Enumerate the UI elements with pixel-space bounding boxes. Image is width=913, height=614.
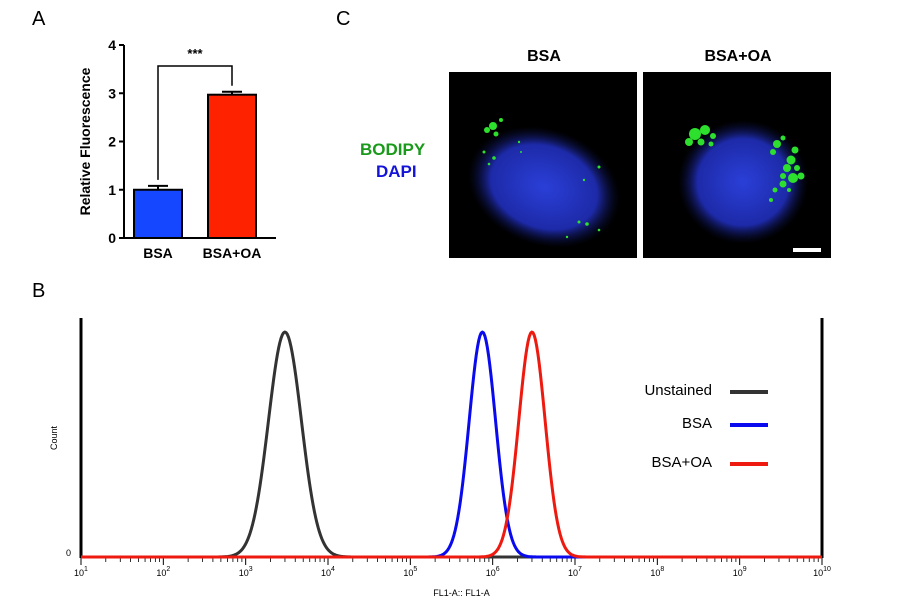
lipid-droplets xyxy=(685,125,805,202)
x-tick-label: 1010 xyxy=(813,566,831,578)
x-tick-label: BSA xyxy=(143,245,173,261)
x-tick-label: 103 xyxy=(239,566,253,578)
x-tick-label: 104 xyxy=(321,566,335,578)
stain-label-bodipy: BODIPY xyxy=(360,140,426,159)
x-tick-label: 105 xyxy=(403,566,417,578)
y-tick-label: 2 xyxy=(108,134,116,150)
micrograph-bsa-oa xyxy=(643,72,831,258)
y-axis-label: Relative Fluorescence xyxy=(77,67,93,215)
panel-label-c: C xyxy=(336,8,351,30)
legend-label-0: Unstained xyxy=(644,382,712,399)
x-tick-label: 102 xyxy=(156,566,170,578)
bar-chart: 0 1 2 3 4 Relative Fluorescence BSA BSA+OA *** xyxy=(77,37,276,261)
y-tick-label: 4 xyxy=(108,37,116,53)
legend-label-2: BSA+OA xyxy=(652,454,712,471)
x-tick-label: 108 xyxy=(650,566,664,578)
x-tick-label: 107 xyxy=(568,566,582,578)
bar xyxy=(207,93,257,240)
y-tick-label: 1 xyxy=(108,182,116,198)
y-tick-label: 3 xyxy=(108,85,116,101)
series-line-2 xyxy=(80,330,823,559)
legend-label-1: BSA xyxy=(682,415,712,432)
significance-bracket xyxy=(157,65,233,180)
panel-label-a: A xyxy=(32,8,46,30)
x-tick-label: BSA+OA xyxy=(203,245,262,261)
y-tick-label: 0 xyxy=(108,230,116,246)
series-line-0 xyxy=(80,330,823,559)
x-axis-label: FL1-A:: FL1-A xyxy=(433,588,490,598)
lipid-droplets xyxy=(482,118,601,239)
significance-label: *** xyxy=(187,46,203,61)
micrograph-title-bsa: BSA xyxy=(527,48,561,65)
x-tick-label: 101 xyxy=(74,566,88,578)
micrograph-bsa xyxy=(449,72,637,258)
x-tick-label: 109 xyxy=(733,566,747,578)
scale-bar xyxy=(793,248,821,252)
micrograph-title-bsa-oa: BSA+OA xyxy=(704,48,772,65)
x-tick-label: 106 xyxy=(486,566,500,578)
y-tick-label: 0 xyxy=(66,548,71,558)
panel-label-b: B xyxy=(32,280,46,302)
series-line-1 xyxy=(80,330,823,559)
y-axis-label: Count xyxy=(49,426,59,451)
bar xyxy=(133,188,183,239)
stain-label-dapi: DAPI xyxy=(376,162,417,181)
nucleus-shape xyxy=(468,126,620,248)
